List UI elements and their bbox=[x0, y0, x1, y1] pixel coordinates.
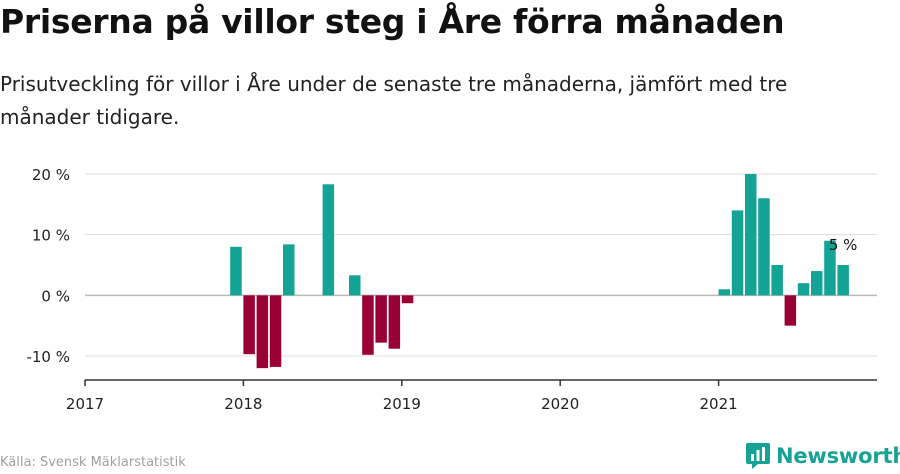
newsworthy-logo-icon bbox=[746, 443, 770, 469]
bar[interactable] bbox=[269, 295, 282, 367]
y-tick-label: -10 % bbox=[26, 348, 70, 366]
bar[interactable] bbox=[811, 271, 823, 296]
x-tick-label: 2019 bbox=[383, 395, 421, 413]
x-tick-label: 2021 bbox=[700, 395, 738, 413]
y-tick-label: 20 % bbox=[32, 166, 70, 184]
bar[interactable] bbox=[362, 295, 374, 355]
bar-chart: -10 % 0 % 10 % 20 % 2017 2018 2019 2020 2021 5 % bbox=[26, 166, 877, 413]
bar[interactable] bbox=[758, 198, 770, 296]
bar[interactable] bbox=[837, 265, 849, 296]
bar[interactable] bbox=[388, 295, 401, 349]
x-tick-label: 2020 bbox=[541, 395, 579, 413]
chart-subtitle: Prisutveckling för villor i Åre under de… bbox=[0, 72, 788, 129]
bar[interactable] bbox=[230, 246, 242, 296]
bar[interactable] bbox=[718, 289, 731, 296]
bar[interactable] bbox=[375, 295, 387, 343]
bar[interactable] bbox=[797, 283, 810, 296]
x-tick-label: 2018 bbox=[224, 395, 262, 413]
bar[interactable] bbox=[401, 295, 414, 304]
bar[interactable] bbox=[322, 184, 335, 296]
bar[interactable] bbox=[731, 210, 744, 296]
brand-name: Newsworthy bbox=[776, 444, 900, 468]
bar[interactable] bbox=[243, 295, 255, 355]
latest-value-label: 5 % bbox=[829, 236, 858, 254]
bar[interactable] bbox=[256, 295, 269, 369]
bar[interactable] bbox=[824, 240, 836, 296]
bar[interactable] bbox=[745, 174, 757, 296]
y-tick-label: 0 % bbox=[41, 287, 70, 305]
chart-title: Priserna på villor steg i Åre förra måna… bbox=[0, 2, 785, 41]
bar[interactable] bbox=[771, 265, 783, 296]
bar[interactable] bbox=[349, 275, 361, 296]
brand-logo[interactable]: Newsworthy bbox=[745, 442, 900, 470]
bar[interactable] bbox=[784, 295, 797, 326]
source-note: Källa: Svensk Mäklarstatistik bbox=[0, 455, 186, 470]
y-tick-label: 10 % bbox=[32, 227, 70, 245]
bar[interactable] bbox=[283, 244, 295, 296]
x-tick-label: 2017 bbox=[66, 395, 104, 413]
